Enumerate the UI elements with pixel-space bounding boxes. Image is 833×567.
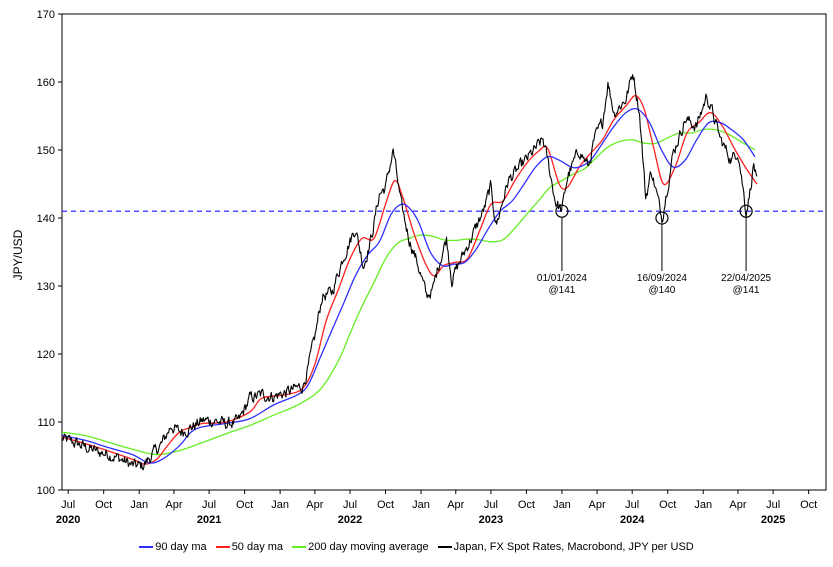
legend-label-90ma: 90 day ma: [155, 541, 207, 553]
legend-label-200ma: 200 day moving average: [308, 541, 429, 553]
x-tick-label: Jul: [766, 499, 780, 511]
x-year-label: 2025: [761, 514, 785, 526]
legend-label-50ma: 50 day ma: [231, 541, 284, 553]
x-year-label: 2023: [479, 514, 503, 526]
x-tick-label: Oct: [518, 499, 535, 511]
x-tick-label: Oct: [236, 499, 253, 511]
series-group: [61, 74, 758, 471]
legend-item-50ma: 50 day ma: [215, 541, 284, 553]
x-tick-label: Jul: [202, 499, 216, 511]
legend-label-spot: Japan, FX Spot Rates, Macrobond, JPY per…: [453, 541, 694, 553]
x-tick-label: Jan: [130, 499, 148, 511]
x-tick-label: Apr: [165, 499, 182, 511]
x-tick-label: Apr: [589, 499, 606, 511]
legend-item-200ma: 200 day moving average: [292, 541, 429, 553]
y-tick-label: 110: [37, 417, 55, 429]
x-tick-label: Jan: [694, 499, 712, 511]
x-tick-label: Jan: [553, 499, 571, 511]
y-tick-label: 130: [37, 281, 55, 293]
annotation-value: @141: [733, 285, 760, 296]
y-axis: 100 110 120 130 140 150 160 170: [37, 9, 62, 497]
annotation-date: 22/04/2025: [721, 273, 771, 284]
y-tick-label: 150: [37, 145, 55, 157]
series-spot-rate: [61, 128, 756, 456]
legend-swatch-50ma: [215, 546, 230, 549]
x-tick-label: Jul: [61, 499, 75, 511]
y-axis-label: JPY/USD: [11, 229, 25, 280]
x-tick-label: Apr: [447, 499, 464, 511]
x-year-label: 2022: [338, 514, 362, 526]
legend-swatch-spot: [437, 546, 452, 549]
y-tick-label: 120: [37, 349, 55, 361]
x-tick-label: Apr: [306, 499, 323, 511]
x-tick-label: Oct: [377, 499, 394, 511]
x-tick-label: Oct: [800, 499, 817, 511]
x-tick-label: Jul: [484, 499, 498, 511]
x-tick-label: Oct: [95, 499, 112, 511]
legend-swatch-200ma: [292, 546, 307, 549]
series-90-day-ma: [61, 74, 758, 471]
y-tick-label: 170: [37, 9, 55, 21]
x-tick-label: Jan: [412, 499, 430, 511]
y-tick-label: 100: [37, 485, 55, 497]
y-tick-label: 140: [37, 213, 55, 225]
plot-frame: [61, 13, 827, 491]
annotation-value: @140: [649, 285, 676, 296]
plot-border: [61, 13, 827, 491]
x-year-label: 2020: [56, 514, 80, 526]
legend-item-spot: Japan, FX Spot Rates, Macrobond, JPY per…: [437, 541, 694, 553]
x-tick-label: Jan: [271, 499, 289, 511]
x-tick-label: Apr: [729, 499, 746, 511]
x-tick-label: Jul: [343, 499, 357, 511]
y-tick-label: 160: [37, 77, 55, 89]
x-axis: Jul Oct Jan Apr Jul Oct Jan Apr Jul Oct Jan Apr Jul O…: [56, 490, 817, 526]
legend-item-90ma: 90 day ma: [139, 541, 207, 553]
x-tick-label: Jul: [625, 499, 639, 511]
annotation-date: 16/09/2024: [637, 273, 687, 284]
annotation-group: 01/01/2024@14116/09/2024@14022/04/2025@1…: [537, 204, 772, 296]
legend: 90 day ma 50 day ma 200 day moving avera…: [0, 541, 833, 553]
x-tick-label: Oct: [659, 499, 676, 511]
legend-swatch-90ma: [139, 546, 154, 549]
annotation-date: 01/01/2024: [537, 273, 587, 284]
x-year-label: 2024: [620, 514, 645, 526]
annotation-value: @141: [549, 285, 576, 296]
series-50-day-ma: [61, 107, 756, 464]
x-year-label: 2021: [197, 514, 221, 526]
